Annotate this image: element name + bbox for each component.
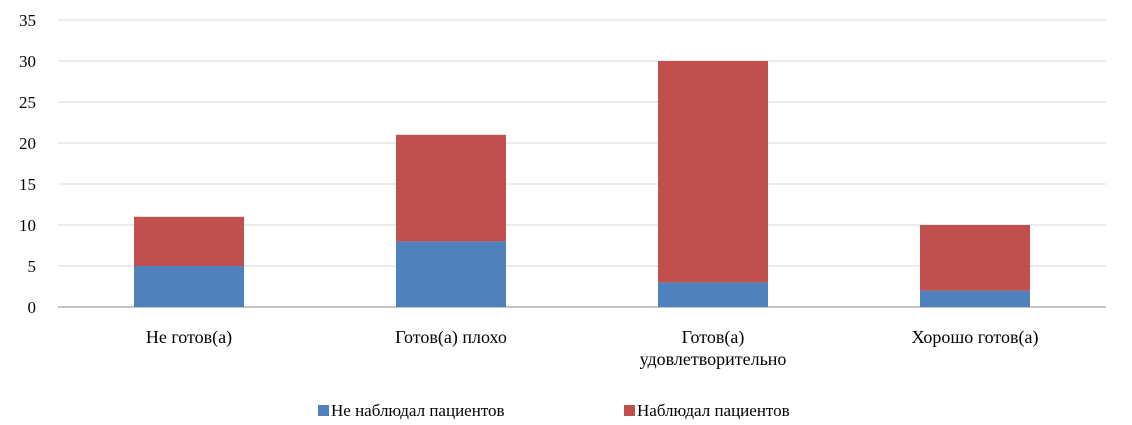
bar-segment	[396, 241, 506, 307]
y-tick-label: 35	[19, 11, 36, 30]
y-tick-label: 30	[19, 52, 36, 71]
y-axis: 0 5 10 15 20 25 30 35	[19, 11, 36, 317]
legend: Не наблюдал пациентов Наблюдал пациентов	[318, 401, 790, 420]
bar-segment	[134, 216, 244, 266]
bar-segment	[658, 282, 768, 307]
legend-label: Наблюдал пациентов	[637, 401, 790, 420]
x-category-label: Готов(а)	[682, 327, 745, 348]
x-category-label: Хорошо готов(а)	[911, 327, 1038, 348]
bar-segment	[396, 134, 506, 242]
x-category-label: Не готов(а)	[146, 327, 232, 348]
bar-segment	[920, 225, 1030, 291]
x-category-label: удовлетворительно	[640, 349, 787, 369]
y-tick-label: 5	[28, 257, 37, 276]
bar-segment	[658, 61, 768, 283]
bar-segment	[920, 290, 1030, 307]
legend-swatch	[624, 405, 635, 416]
bars	[134, 61, 1030, 307]
y-tick-label: 25	[19, 93, 36, 112]
legend-swatch	[318, 405, 329, 416]
x-axis: Не готов(а) Готов(а) плохо Готов(а)удовлет…	[146, 327, 1039, 369]
y-tick-label: 10	[19, 216, 36, 235]
y-tick-label: 15	[19, 175, 36, 194]
x-category-label: Готов(а) плохо	[395, 327, 507, 348]
y-tick-label: 20	[19, 134, 36, 153]
bar-segment	[134, 266, 244, 307]
legend-label: Не наблюдал пациентов	[331, 401, 505, 420]
y-tick-label: 0	[28, 298, 37, 317]
